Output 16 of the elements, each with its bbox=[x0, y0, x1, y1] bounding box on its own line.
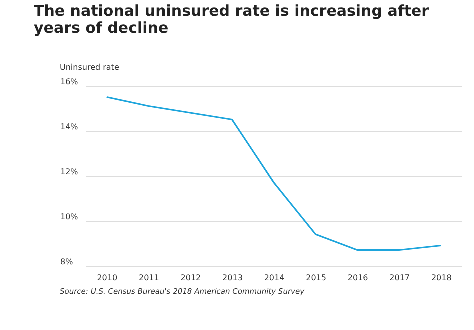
x-tick-label: 2015 bbox=[306, 274, 326, 282]
y-axis-title: Uninsured rate bbox=[60, 63, 120, 72]
y-tick-label: 16% bbox=[60, 78, 79, 86]
chart-title: The national uninsured rate is increasing after years of decline bbox=[34, 2, 430, 37]
y-tick-label: 10% bbox=[60, 212, 79, 222]
y-tick-label: 14% bbox=[60, 122, 79, 132]
x-tick-label: 2018 bbox=[431, 274, 452, 282]
x-tick-label: 2010 bbox=[97, 274, 118, 282]
x-tick-label: 2011 bbox=[138, 274, 160, 282]
x-tick-label: 2012 bbox=[180, 274, 202, 282]
x-tick-label: 2016 bbox=[348, 274, 368, 282]
x-tick-label: 2017 bbox=[390, 274, 410, 282]
x-tick-label: 2014 bbox=[264, 274, 285, 282]
y-tick-label: 8% bbox=[60, 258, 74, 266]
y-tick-label: 12% bbox=[60, 168, 79, 176]
x-tick-label: 2013 bbox=[222, 274, 243, 282]
